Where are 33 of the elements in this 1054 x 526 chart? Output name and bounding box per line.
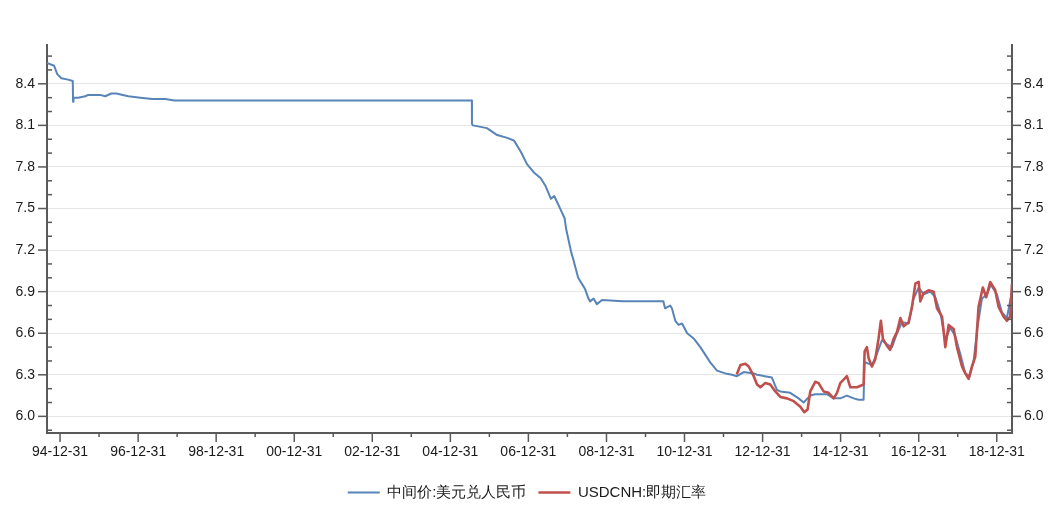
x-tick-label: 12-12-31 [734,443,791,460]
y-tick-label: 6.0 [15,407,36,424]
legend-label: USDCNH:即期汇率 [577,482,707,500]
y-tick-label: 6.6 [15,324,36,341]
y2-tick-label: 6.6 [1024,324,1044,341]
x-tick-label: 98-12-31 [188,443,245,460]
y-tick-label: 6.3 [15,365,36,382]
legend-label: 中间价:美元兑人民币 [387,482,527,500]
y-tick-label: 7.8 [15,157,36,174]
y-tick-label: 7.5 [15,199,36,216]
y2-tick-label: 6.3 [1024,365,1044,382]
y-tick-label: 6.9 [15,282,36,299]
x-tick-label: 96-12-31 [110,443,167,460]
x-tick-label: 08-12-31 [578,443,635,460]
y-tick-label: 8.1 [15,116,36,133]
y-tick-label: 8.4 [15,74,36,91]
y2-tick-label: 7.8 [1024,157,1044,174]
x-tick-label: 02-12-31 [344,443,401,460]
x-tick-label: 14-12-31 [812,443,869,460]
y-tick-label: 7.2 [15,240,36,257]
x-tick-label: 18-12-31 [968,443,1025,460]
x-tick-label: 16-12-31 [890,443,947,460]
x-tick-label: 10-12-31 [656,443,713,460]
x-tick-label: 04-12-31 [422,443,479,460]
y2-tick-label: 7.2 [1024,240,1044,257]
x-tick-label: 06-12-31 [500,443,557,460]
x-tick-label: 94-12-31 [32,443,89,460]
x-tick-label: 00-12-31 [266,443,323,460]
y2-tick-label: 6.0 [1024,407,1044,424]
y2-tick-label: 6.9 [1024,282,1044,299]
y2-tick-label: 8.1 [1024,116,1044,133]
y2-tick-label: 8.4 [1024,74,1044,91]
y2-tick-label: 7.5 [1024,199,1044,216]
